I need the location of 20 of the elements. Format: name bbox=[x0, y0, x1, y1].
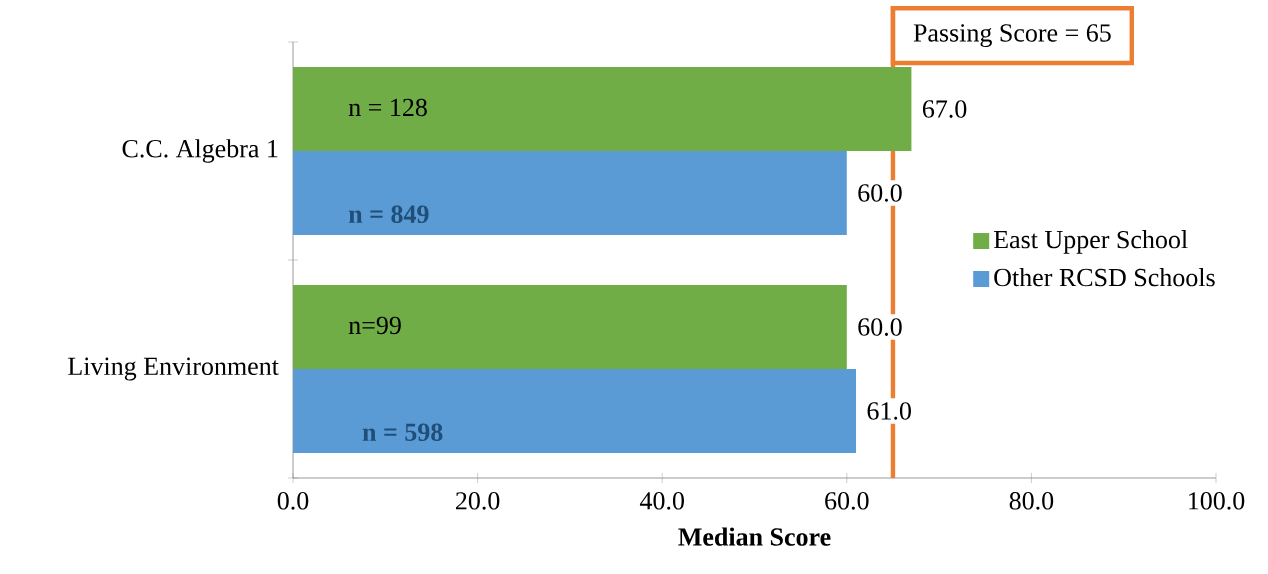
x-tick-label: 80.0 bbox=[1009, 492, 1054, 510]
x-tick-label: 60.0 bbox=[825, 492, 869, 510]
x-tick-label: 0.0 bbox=[277, 492, 309, 510]
annotation: n=99 bbox=[348, 316, 401, 335]
x-tick-label: 20.0 bbox=[455, 492, 500, 510]
legend-label: Other RCSD Schools bbox=[994, 268, 1215, 287]
x-tick-label: 100.0 bbox=[1189, 492, 1245, 510]
ref-line-label: Passing Score = 65 bbox=[913, 24, 1111, 48]
x-axis-title: Median Score bbox=[678, 527, 831, 546]
y-tick-label: Living Environment bbox=[68, 357, 279, 381]
annotation: n = 598 bbox=[362, 423, 443, 441]
y-tick-label: C.C. Algebra 1 bbox=[122, 139, 278, 163]
data-label: 67.0 bbox=[922, 100, 967, 118]
x-tick-label: 40.0 bbox=[639, 492, 684, 510]
data-label: 61.0 bbox=[867, 402, 911, 420]
annotation: n = 128 bbox=[348, 98, 427, 117]
legend-label: East Upper School bbox=[993, 230, 1188, 254]
annotation: n = 849 bbox=[348, 205, 429, 223]
data-label: 60.0 bbox=[858, 184, 902, 202]
data-label: 60.0 bbox=[858, 318, 902, 336]
